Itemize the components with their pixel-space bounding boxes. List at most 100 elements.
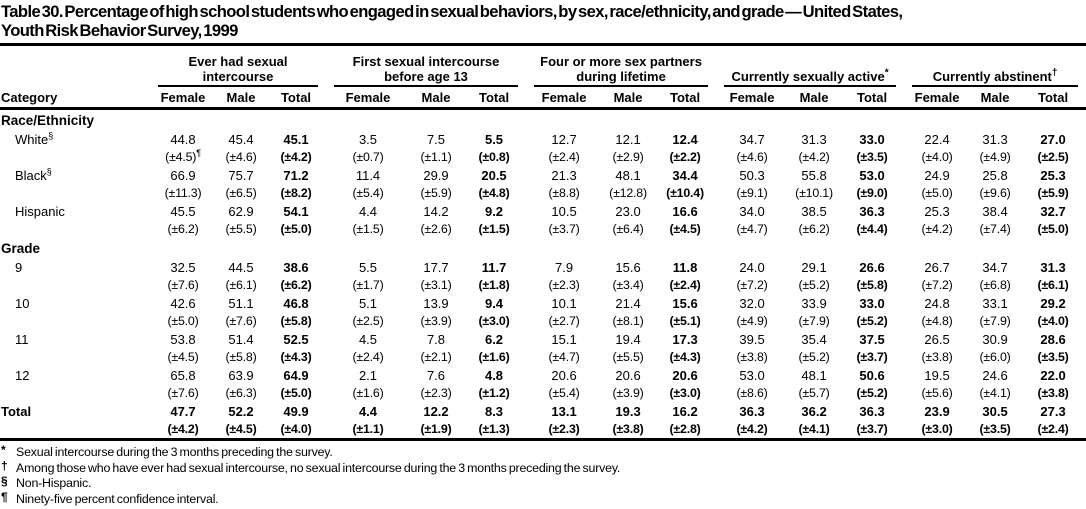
value-cell: 23.9: [924, 403, 950, 419]
category-label: Category: [0, 87, 150, 110]
sub-header-female: Female: [526, 87, 603, 110]
value-cell: 33.0: [859, 131, 885, 147]
value-cell: 25.3: [1040, 167, 1066, 183]
group-header: Ever had sexual intercourse: [150, 46, 326, 87]
ci-cell: (±12.8): [609, 185, 647, 200]
ci-cell: (±5.5): [225, 221, 257, 236]
row-label: Hispanic: [0, 202, 150, 220]
group-header-label: Currently sexually active*: [724, 52, 897, 87]
value-cell: 34.7: [739, 131, 765, 147]
value-cell: 48.1: [615, 167, 641, 183]
ci-cell: (±6.1): [225, 277, 257, 292]
footnote: * Sexual intercourse during the 3 months …: [1, 443, 1086, 461]
value-cell: 25.3: [924, 203, 950, 219]
ci-cell: (±9.0): [856, 185, 888, 200]
ci-cell: (±1.1): [420, 149, 452, 164]
ci-cell: (±5.4): [352, 185, 384, 200]
group-header-sup: †: [1051, 67, 1058, 79]
value-cell: 30.9: [982, 331, 1008, 347]
ci-cell: (±5.8): [856, 277, 888, 292]
footnote: ¶ Ninety-five percent confidence interval…: [1, 490, 1086, 508]
value-cell: 12.1: [615, 131, 641, 147]
sub-header-male: Male: [216, 87, 266, 110]
footnote-text: Ninety-five percent confidence interval.: [16, 491, 219, 506]
value-cell: 38.6: [283, 259, 309, 275]
value-cell: 42.6: [170, 295, 196, 311]
sub-header-total: Total: [1020, 87, 1086, 110]
ci-cell: (±3.1): [420, 277, 452, 292]
ci-cell: (±1.9): [420, 421, 452, 436]
value-cell: 31.3: [982, 131, 1008, 147]
value-cell: 27.0: [1040, 131, 1066, 147]
value-cell: 17.7: [423, 259, 449, 275]
ci-cell: (±2.3): [548, 277, 580, 292]
value-cell: 26.7: [924, 259, 950, 275]
ci-cell: (±4.7): [548, 349, 580, 364]
value-cell: 45.4: [228, 131, 254, 147]
row-label: Black§: [0, 166, 150, 184]
value-cell: 19.4: [615, 331, 641, 347]
value-cell: 33.1: [982, 295, 1008, 311]
value-cell: 66.9: [170, 167, 196, 183]
value-cell: 9.4: [484, 295, 504, 311]
ci-cell: (±5.8): [225, 349, 257, 364]
ci-cell: (±5.6): [921, 385, 953, 400]
ci-cell: (±4.3): [280, 349, 312, 364]
sub-header-total: Total: [840, 87, 905, 110]
ci-cell: (±8.2): [280, 185, 312, 200]
group-header-label: Currently abstinent†: [912, 52, 1079, 87]
ci-cell: (±4.4): [856, 221, 888, 236]
ci-cell: (±2.2): [669, 149, 701, 164]
value-cell: 26.6: [859, 259, 885, 275]
section-row: Grade: [0, 238, 1086, 258]
ci-cell: (±5.9): [420, 185, 452, 200]
ci-cell: (±3.8): [1037, 385, 1069, 400]
ci-cell: (±3.5): [979, 421, 1011, 436]
ci-cell: (±4.8): [921, 313, 953, 328]
ci-cell: (±0.8): [478, 149, 510, 164]
table-bottom-rule: [0, 438, 1086, 441]
title-line-2: Youth Risk Behavior Survey, 1999: [1, 21, 238, 40]
ci-cell: (±4.6): [225, 149, 257, 164]
value-cell: 8.3: [484, 403, 504, 419]
value-cell: 10.5: [551, 203, 577, 219]
ci-row: (±4.5)¶ (±4.6) (±4.2) (±0.7) (±1.1) (±0.8) (±2…: [0, 148, 1086, 166]
ci-cell: (±5.7): [798, 385, 830, 400]
group-header-row: Ever had sexual intercourse First sexual …: [0, 46, 1086, 87]
sub-header-male: Male: [788, 87, 841, 110]
group-header-text: Four or more sex partners during lifetim…: [540, 54, 702, 84]
ci-row: (±4.5) (±5.8) (±4.3) (±2.4) (±2.1) (±1.6) (±4.…: [0, 348, 1086, 366]
value-cell: 21.3: [551, 167, 577, 183]
ci-cell: (±5.1): [669, 313, 701, 328]
ci-cell: (±3.7): [856, 421, 888, 436]
ci-cell: (±2.4): [548, 149, 580, 164]
value-cell: 63.9: [228, 367, 254, 383]
value-cell: 7.8: [426, 331, 446, 347]
ci-cell: (±4.1): [979, 385, 1011, 400]
value-cell: 30.5: [982, 403, 1008, 419]
value-cell: 12.7: [551, 131, 577, 147]
value-cell: 17.3: [672, 331, 698, 347]
value-cell: 36.3: [859, 403, 885, 419]
ci-cell: (±6.8): [979, 277, 1011, 292]
ci-cell: (±4.9): [736, 313, 768, 328]
value-cell: 4.4: [358, 203, 378, 219]
value-cell: 21.4: [615, 295, 641, 311]
value-cell: 36.3: [739, 403, 765, 419]
ci-cell: (±8.8): [548, 185, 580, 200]
table-row: Hispanic 45.5 62.9 54.1 4.4 14.2 9.2 10.5 23.0 16…: [0, 202, 1086, 220]
value-cell: 11.4: [355, 167, 381, 183]
value-cell: 11.8: [672, 259, 698, 275]
ci-cell: (±11.3): [164, 185, 202, 200]
sub-header-female: Female: [904, 87, 971, 110]
ci-cell: (±6.5): [225, 185, 257, 200]
ci-row: (±6.2) (±5.5) (±5.0) (±1.5) (±2.6) (±1.5) (±3.…: [0, 220, 1086, 238]
ci-cell: (±9.1): [736, 185, 768, 200]
ci-cell: (±9.6): [979, 185, 1011, 200]
section-label: Grade: [1, 240, 41, 256]
ci-cell: (±3.4): [612, 277, 644, 292]
ci-row-spacer: [0, 312, 150, 330]
footnote: § Non-Hispanic.: [1, 474, 1086, 492]
value-cell: 16.2: [672, 403, 698, 419]
